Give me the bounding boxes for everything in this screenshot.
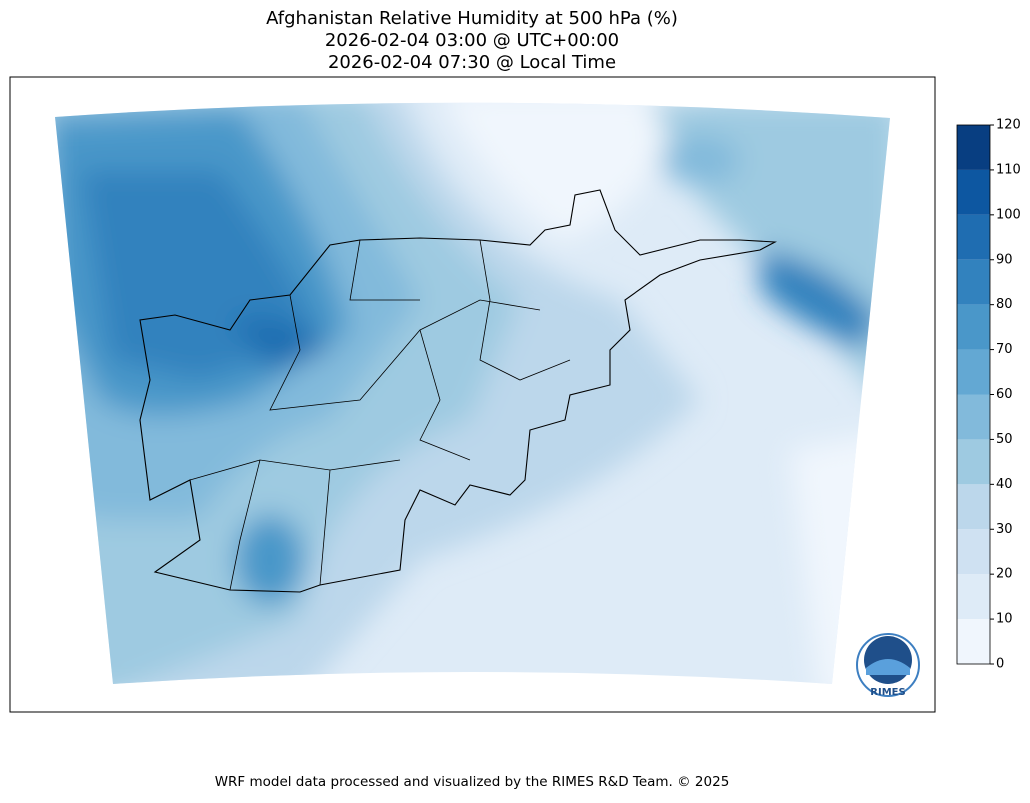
- colorbar-tick-label: 120: [996, 118, 1021, 133]
- colorbar-band: [957, 349, 990, 395]
- logo: RIMES: [856, 633, 920, 698]
- map-frame: [9, 76, 936, 713]
- title-line: 2026-02-04 03:00 @ UTC+00:00: [325, 30, 619, 51]
- title-line: Afghanistan Relative Humidity at 500 hPa…: [266, 8, 678, 29]
- colorbar-band: [957, 214, 990, 260]
- colorbar-tick-label: 10: [996, 612, 1013, 627]
- colorbar-tick-label: 90: [996, 252, 1013, 267]
- colorbar-band: [957, 394, 990, 440]
- colorbar-band: [957, 484, 990, 530]
- colorbar-tick-label: 50: [996, 432, 1013, 447]
- province-borders: [189, 239, 571, 591]
- colorbar-tick-label: 60: [996, 387, 1013, 402]
- colorbar-band: [957, 169, 990, 215]
- colorbar-band: [957, 574, 990, 620]
- colorbar-band: [957, 304, 990, 350]
- colorbar-tick-label: 0: [996, 657, 1004, 672]
- colorbar-band: [957, 439, 990, 485]
- colorbar-band: [957, 259, 990, 305]
- colorbar-tick-label: 80: [996, 297, 1013, 312]
- colorbar-tick-label: 30: [996, 522, 1013, 537]
- colorbar-tick-label: 70: [996, 342, 1013, 357]
- colorbar-band: [957, 619, 990, 664]
- logo-text: RIMES: [870, 687, 905, 698]
- colorbar-band: [957, 529, 990, 575]
- footer: WRF model data processed and visualized …: [215, 774, 730, 790]
- colorbar-band: [957, 125, 990, 170]
- colorbar-tick-label: 100: [996, 207, 1021, 222]
- colorbar-tick-label: 110: [996, 162, 1021, 177]
- colorbar-tick-label: 20: [996, 567, 1013, 582]
- title-line: 2026-02-04 07:30 @ Local Time: [328, 52, 616, 73]
- colorbar-tick-label: 40: [996, 477, 1013, 492]
- humidity-field: [55, 102, 890, 684]
- country-border: [139, 189, 777, 593]
